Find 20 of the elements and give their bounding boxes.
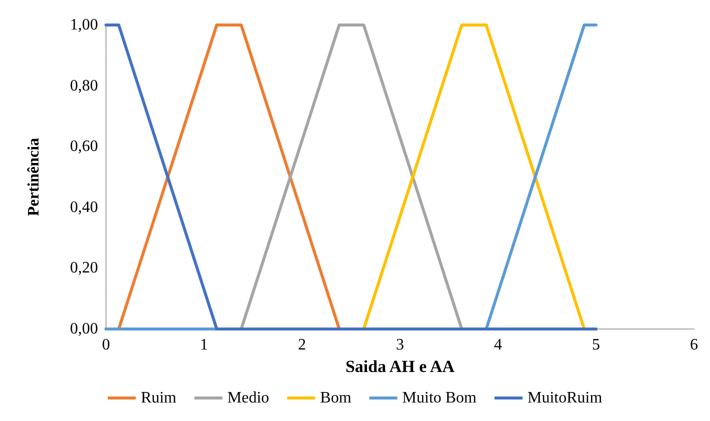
y-tick-label: 1,00 bbox=[70, 16, 98, 34]
y-tick-label: 0,60 bbox=[70, 138, 98, 156]
y-tick-label: 0,20 bbox=[70, 260, 98, 277]
y-axis-title: Pertinência bbox=[26, 138, 42, 216]
x-tick-label: 0 bbox=[102, 336, 110, 354]
x-axis-title: Saida AH e AA bbox=[345, 356, 456, 376]
legend-label: Ruim bbox=[140, 390, 177, 406]
x-tick-label: 3 bbox=[396, 336, 404, 354]
x-tick-label: 2 bbox=[298, 336, 306, 354]
legend-label: Medio bbox=[227, 390, 270, 406]
legend-label: Bom bbox=[320, 390, 352, 406]
x-tick-label: 1 bbox=[200, 336, 208, 354]
y-tick-label: 0,80 bbox=[70, 77, 98, 94]
y-tick-label: 0,40 bbox=[70, 198, 98, 216]
y-tick-label: 0,00 bbox=[70, 320, 98, 338]
x-tick-label: 4 bbox=[494, 336, 502, 354]
legend-label: Muito Bom bbox=[402, 390, 478, 406]
legend-label: MuitoRuim bbox=[528, 390, 603, 406]
x-tick-label: 6 bbox=[690, 336, 698, 354]
x-tick-label: 5 bbox=[592, 336, 600, 354]
